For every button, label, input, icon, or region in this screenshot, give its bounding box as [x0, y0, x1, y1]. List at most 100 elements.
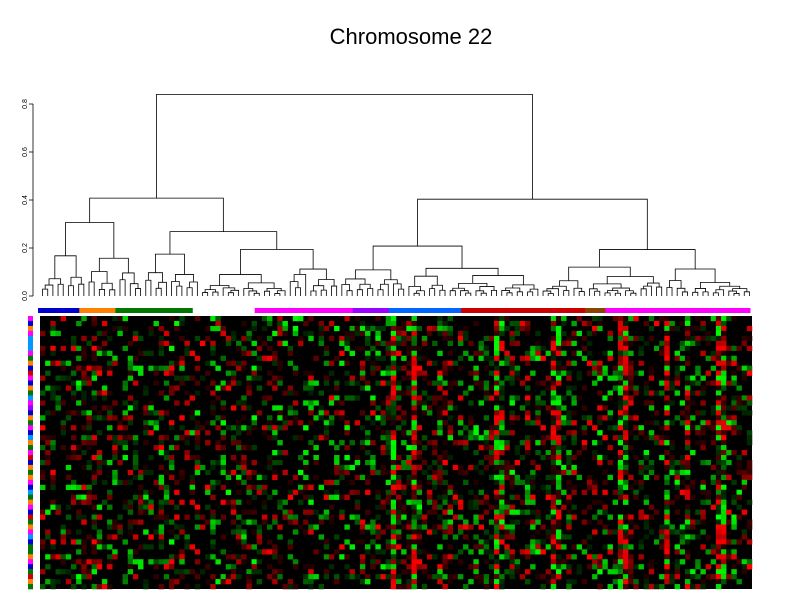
- heatmap-cell: [623, 499, 629, 505]
- heatmap-cell: [344, 445, 350, 451]
- heatmap-cell: [731, 400, 737, 406]
- heatmap-cell: [76, 454, 82, 461]
- heatmap-cell: [550, 479, 557, 486]
- heatmap-cell: [504, 355, 510, 361]
- heatmap-cell: [483, 445, 490, 451]
- dendrogram-branch: [243, 288, 254, 296]
- heatmap-cell: [50, 390, 56, 396]
- heatmap-cell: [447, 425, 454, 431]
- heatmap-cell: [107, 405, 113, 411]
- heatmap-cell: [292, 564, 299, 570]
- heatmap-cell: [463, 584, 469, 590]
- heatmap-cell: [163, 564, 170, 570]
- heatmap-cell: [721, 435, 727, 441]
- heatmap-cell: [179, 355, 185, 361]
- heatmap-cell: [437, 514, 443, 520]
- heatmap-cell: [483, 509, 490, 515]
- heatmap-cell: [385, 370, 392, 376]
- dendrogram-branch: [529, 288, 539, 296]
- heatmap-cell: [168, 390, 175, 396]
- heatmap-cell: [308, 400, 314, 406]
- heatmap-cell: [499, 430, 505, 436]
- heatmap-cell: [174, 489, 180, 495]
- heatmap-cell: [76, 380, 82, 386]
- heatmap-cell: [530, 479, 536, 486]
- heatmap-cell: [158, 390, 165, 396]
- heatmap-cell: [581, 405, 588, 411]
- chart-title: Chromosome 22: [330, 24, 493, 49]
- heatmap-cell: [597, 390, 603, 396]
- heatmap-cell: [700, 484, 706, 490]
- heatmap-cell: [721, 395, 727, 401]
- heatmap-cell: [148, 330, 154, 337]
- heatmap-cell: [715, 564, 722, 570]
- heatmap-cell: [421, 375, 428, 381]
- heatmap-cell: [401, 464, 407, 471]
- heatmap-cell: [524, 385, 531, 391]
- heatmap-cell: [163, 410, 170, 416]
- heatmap-cell: [220, 484, 226, 490]
- heatmap-cell: [277, 574, 283, 580]
- heatmap-cell: [246, 584, 252, 590]
- heatmap-cell: [303, 574, 309, 580]
- heatmap-cell: [509, 529, 515, 535]
- heatmap-cell: [107, 410, 113, 416]
- heatmap-cell: [107, 564, 113, 570]
- dendrogram-branch: [293, 274, 307, 296]
- heatmap-cell: [370, 345, 376, 351]
- heatmap-cell: [199, 340, 206, 347]
- dendrogram-branch: [54, 255, 77, 279]
- heatmap-cell: [328, 415, 335, 421]
- heatmap-cell: [76, 539, 82, 545]
- heatmap-cell: [65, 375, 72, 381]
- heatmap-cell: [447, 340, 454, 347]
- heatmap-cell: [205, 360, 211, 366]
- heatmap-cell: [91, 435, 98, 441]
- heatmap-cell: [721, 355, 727, 361]
- heatmap-cell: [550, 584, 557, 590]
- heatmap-cell: [86, 380, 92, 386]
- heatmap-cell: [540, 380, 546, 386]
- heatmap-cell: [112, 316, 118, 322]
- heatmap-cell: [354, 316, 361, 322]
- heatmap-cell: [597, 569, 603, 575]
- heatmap-cell: [442, 325, 448, 332]
- heatmap-cell: [721, 430, 727, 436]
- heatmap-cell: [555, 380, 562, 386]
- heatmap-cell: [308, 370, 314, 376]
- heatmap-cell: [426, 489, 433, 495]
- heatmap-cell: [561, 415, 567, 421]
- heatmap-cell: [375, 494, 381, 500]
- heatmap-cell: [550, 514, 557, 520]
- heatmap-cell: [401, 320, 407, 327]
- heatmap-cell: [86, 559, 92, 565]
- heatmap-cell: [370, 365, 376, 371]
- heatmap-cell: [236, 365, 242, 371]
- heatmap-cell: [426, 494, 433, 500]
- heatmap-cell: [555, 539, 562, 545]
- heatmap-cell: [602, 544, 608, 550]
- dendrogram-tick-label: 0.6: [22, 147, 29, 157]
- heatmap-cell: [401, 509, 407, 515]
- heatmap-cell: [272, 450, 278, 456]
- heatmap-cell: [132, 450, 139, 456]
- heatmap-cell: [406, 335, 412, 342]
- heatmap-cell: [365, 544, 371, 550]
- heatmap-cell: [452, 405, 459, 411]
- heatmap-cell: [55, 504, 61, 510]
- heatmap-cell: [540, 484, 546, 490]
- heatmap-cell: [509, 365, 515, 371]
- heatmap-cell: [303, 579, 309, 585]
- heatmap-cell: [499, 479, 505, 486]
- heatmap-cell: [494, 325, 500, 332]
- heatmap-cell: [194, 355, 201, 361]
- heatmap-cell: [437, 415, 443, 421]
- heatmap-cell: [442, 420, 448, 426]
- heatmap-cell: [122, 325, 128, 332]
- heatmap-cell: [607, 549, 613, 555]
- heatmap-cell: [45, 385, 51, 391]
- heatmap-cell: [385, 509, 392, 515]
- heatmap-cell: [163, 380, 170, 386]
- heatmap-cell: [437, 325, 443, 332]
- dendrogram-branch: [458, 282, 488, 289]
